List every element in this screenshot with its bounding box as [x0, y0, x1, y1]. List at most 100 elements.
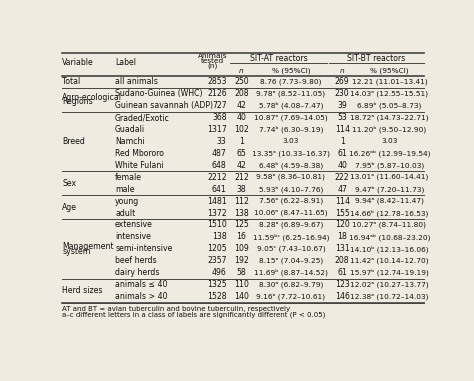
Text: 1205: 1205 — [207, 244, 227, 253]
Text: 8.28ᵃ (6.89–9.67): 8.28ᵃ (6.89–9.67) — [259, 222, 323, 228]
Text: 13.35ᵃ (10.33–16.37): 13.35ᵃ (10.33–16.37) — [252, 150, 330, 157]
Text: 1325: 1325 — [207, 280, 227, 289]
Text: 8.76 (7.73–9.80): 8.76 (7.73–9.80) — [260, 78, 322, 85]
Text: 125: 125 — [234, 221, 249, 229]
Text: Agro-ecological: Agro-ecological — [63, 93, 122, 102]
Text: 33: 33 — [217, 137, 227, 146]
Text: 12.02ᵃ (10.27–13.77): 12.02ᵃ (10.27–13.77) — [350, 281, 429, 288]
Text: 3.03: 3.03 — [381, 138, 398, 144]
Text: 7.56ᵃ (6.22–8.91): 7.56ᵃ (6.22–8.91) — [259, 198, 323, 204]
Text: Label: Label — [115, 58, 136, 67]
Text: Management: Management — [63, 242, 114, 251]
Text: young: young — [115, 197, 139, 206]
Text: 6.89ᵇ (5.05–8.73): 6.89ᵇ (5.05–8.73) — [357, 102, 421, 109]
Text: 18.72ᵃ (14.73–22.71): 18.72ᵃ (14.73–22.71) — [350, 114, 428, 121]
Text: 12.38ᵃ (10.72–14.03): 12.38ᵃ (10.72–14.03) — [350, 293, 428, 300]
Text: 42: 42 — [237, 161, 246, 170]
Text: 102: 102 — [234, 125, 249, 134]
Text: beef herds: beef herds — [115, 256, 157, 265]
Text: 1372: 1372 — [207, 208, 227, 218]
Text: adult: adult — [115, 208, 135, 218]
Text: Animals: Animals — [198, 53, 227, 59]
Text: Guinean savannah (ADP): Guinean savannah (ADP) — [115, 101, 213, 110]
Text: tested: tested — [201, 58, 224, 64]
Text: 123: 123 — [335, 280, 349, 289]
Text: (n): (n) — [207, 62, 218, 69]
Text: 1510: 1510 — [207, 221, 227, 229]
Text: SIT-AT reactors: SIT-AT reactors — [250, 54, 308, 63]
Text: 368: 368 — [212, 113, 227, 122]
Text: 18: 18 — [337, 232, 347, 242]
Text: 2357: 2357 — [207, 256, 227, 265]
Text: 9.78ᵃ (8.52–11.05): 9.78ᵃ (8.52–11.05) — [256, 90, 326, 97]
Text: 10.06ᵃ (8.47–11.65): 10.06ᵃ (8.47–11.65) — [254, 210, 328, 216]
Text: 727: 727 — [212, 101, 227, 110]
Text: 10.87ᵃ (7.69–14.05): 10.87ᵃ (7.69–14.05) — [254, 114, 328, 121]
Text: 13.01ᵃ (11.60–14.41): 13.01ᵃ (11.60–14.41) — [350, 174, 428, 181]
Text: 9.94ᵃ (8.42–11.47): 9.94ᵃ (8.42–11.47) — [355, 198, 424, 204]
Text: extensive: extensive — [115, 221, 153, 229]
Text: 140: 140 — [234, 292, 249, 301]
Text: 146: 146 — [335, 292, 349, 301]
Text: 11.59ᵇᶜ (6.25–16.94): 11.59ᵇᶜ (6.25–16.94) — [253, 233, 329, 241]
Text: 1317: 1317 — [207, 125, 227, 134]
Text: 1: 1 — [239, 137, 244, 146]
Text: Regions: Regions — [63, 98, 93, 106]
Text: 58: 58 — [237, 268, 246, 277]
Text: 14.03ᵃ (12.55–15.51): 14.03ᵃ (12.55–15.51) — [350, 90, 428, 97]
Text: 16.94ᵃᵇ (10.68–23.20): 16.94ᵃᵇ (10.68–23.20) — [349, 233, 430, 241]
Text: 208: 208 — [234, 89, 249, 98]
Text: 53: 53 — [337, 113, 347, 122]
Text: Age: Age — [63, 203, 77, 211]
Text: 5.78ᵇ (4.08–7.47): 5.78ᵇ (4.08–7.47) — [259, 102, 323, 109]
Text: % (95%CI): % (95%CI) — [370, 68, 409, 74]
Text: 15.97ᵇ (12.74–19.19): 15.97ᵇ (12.74–19.19) — [350, 269, 429, 277]
Text: 11.69ᵇ (8.87–14.52): 11.69ᵇ (8.87–14.52) — [254, 269, 328, 277]
Text: 250: 250 — [234, 77, 249, 86]
Text: 2126: 2126 — [207, 89, 227, 98]
Text: 5.93ᵇ (4.10–7.76): 5.93ᵇ (4.10–7.76) — [259, 186, 323, 193]
Text: 9.47ᵇ (7.20–11.73): 9.47ᵇ (7.20–11.73) — [355, 186, 424, 193]
Text: 496: 496 — [212, 268, 227, 277]
Text: animals > 40: animals > 40 — [115, 292, 167, 301]
Text: 61: 61 — [337, 149, 347, 158]
Text: intensive: intensive — [115, 232, 151, 242]
Text: 14.10ᵇ (12.13–16.06): 14.10ᵇ (12.13–16.06) — [350, 245, 428, 253]
Text: 11.42ᵃ (10.14–12.70): 11.42ᵃ (10.14–12.70) — [350, 258, 428, 264]
Text: animals ≤ 40: animals ≤ 40 — [115, 280, 167, 289]
Text: Red Mbororo: Red Mbororo — [115, 149, 164, 158]
Text: 6.48ᵇ (4.59–8.38): 6.48ᵇ (4.59–8.38) — [259, 162, 323, 169]
Text: SIT-BT reactors: SIT-BT reactors — [347, 54, 405, 63]
Text: 11.20ᵇ (9.50–12.90): 11.20ᵇ (9.50–12.90) — [352, 126, 427, 133]
Text: 1528: 1528 — [207, 292, 227, 301]
Text: 12.21 (11.01–13.41): 12.21 (11.01–13.41) — [352, 78, 427, 85]
Text: 9.16ᵃ (7.72–10.61): 9.16ᵃ (7.72–10.61) — [256, 293, 326, 300]
Text: 10.27ᵃ (8.74–11.80): 10.27ᵃ (8.74–11.80) — [352, 222, 427, 228]
Text: 120: 120 — [335, 221, 349, 229]
Text: 112: 112 — [234, 197, 249, 206]
Text: 155: 155 — [335, 208, 349, 218]
Text: 212: 212 — [234, 173, 249, 182]
Text: 9.05ᶜ (7.43–10.67): 9.05ᶜ (7.43–10.67) — [256, 246, 325, 252]
Text: all animals: all animals — [115, 77, 158, 86]
Text: 7.74ᵇ (6.30–9.19): 7.74ᵇ (6.30–9.19) — [259, 126, 323, 133]
Text: 138: 138 — [234, 208, 249, 218]
Text: Total: Total — [63, 77, 81, 86]
Text: Variable: Variable — [63, 58, 94, 67]
Text: 487: 487 — [212, 149, 227, 158]
Text: 641: 641 — [212, 185, 227, 194]
Text: 38: 38 — [237, 185, 246, 194]
Text: 8.15ᵃ (7.04–9.25): 8.15ᵃ (7.04–9.25) — [259, 258, 323, 264]
Text: 230: 230 — [335, 89, 349, 98]
Text: 2853: 2853 — [207, 77, 227, 86]
Text: 65: 65 — [237, 149, 246, 158]
Text: 269: 269 — [335, 77, 349, 86]
Text: 648: 648 — [212, 161, 227, 170]
Text: 110: 110 — [234, 280, 249, 289]
Text: Graded/Exotic: Graded/Exotic — [115, 113, 170, 122]
Text: system: system — [63, 247, 91, 256]
Text: 1: 1 — [340, 137, 345, 146]
Text: 3.03: 3.03 — [283, 138, 299, 144]
Text: 47: 47 — [337, 185, 347, 194]
Text: female: female — [115, 173, 142, 182]
